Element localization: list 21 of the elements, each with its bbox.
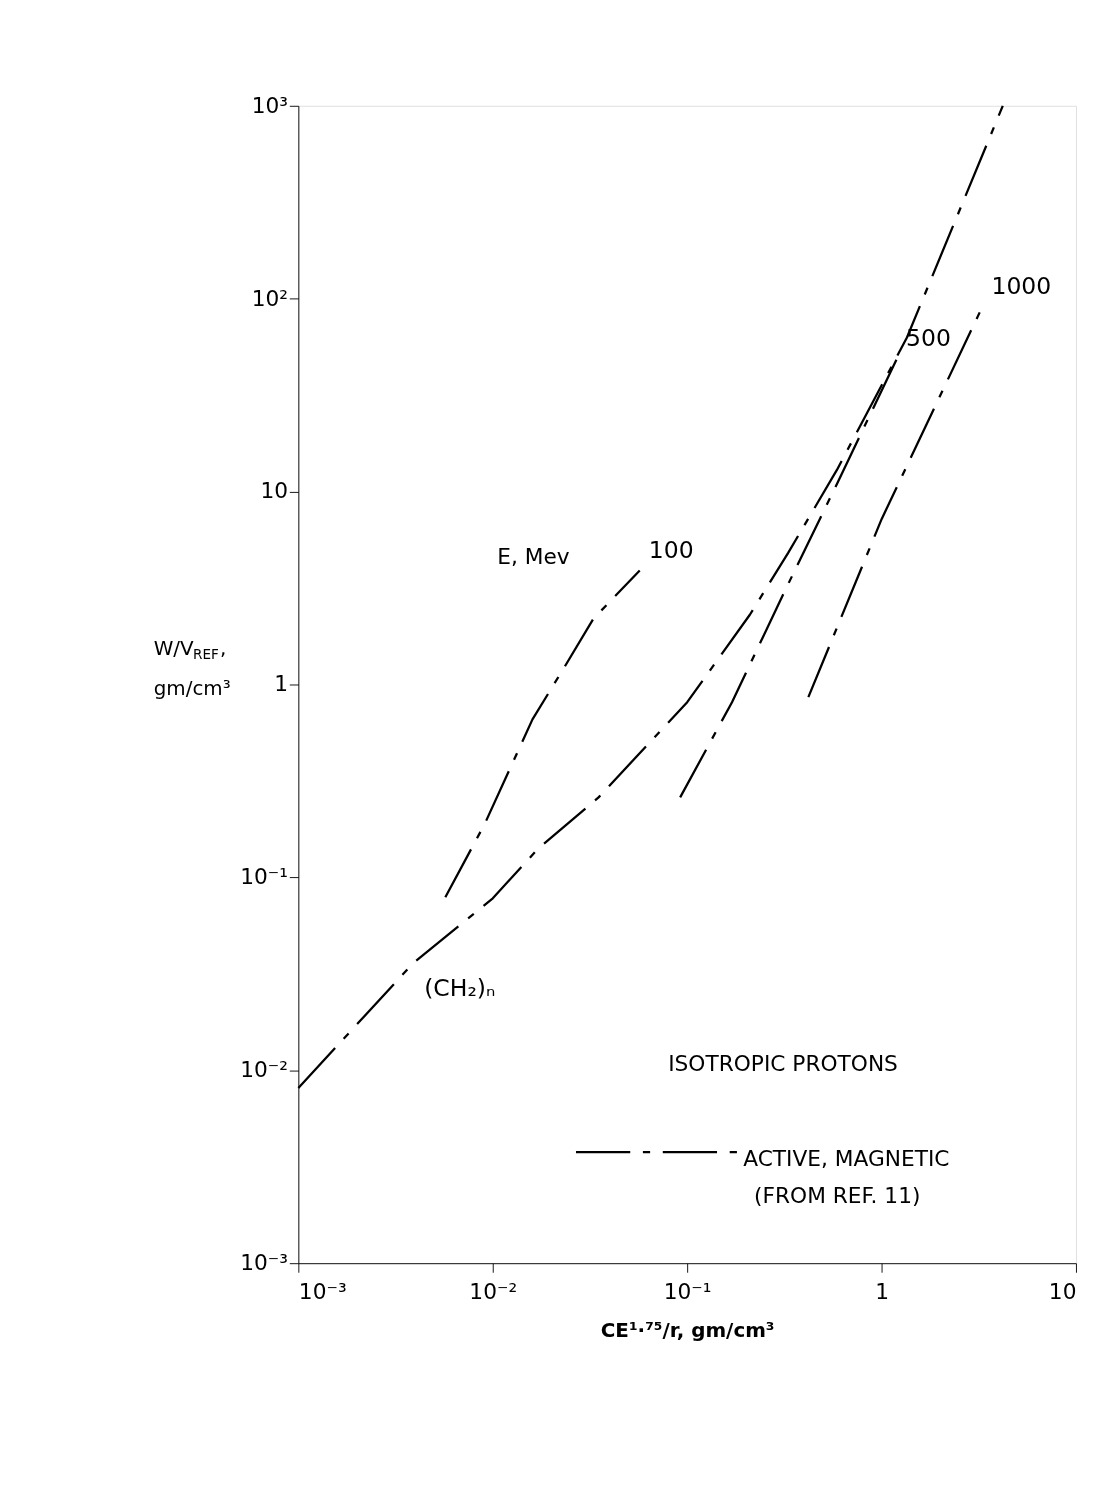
x-axis-title: CE¹·⁷⁵/r, gm/cm³ <box>600 1318 775 1342</box>
y-tick-label: 10⁻² <box>240 1057 288 1083</box>
annotation: E, Mev <box>497 544 570 570</box>
y-tick-label: 10² <box>251 285 288 311</box>
annotation: ISOTROPIC PROTONS <box>668 1050 898 1076</box>
x-tick-label: 1 <box>875 1278 889 1304</box>
annotation: ACTIVE, MAGNETIC <box>743 1145 950 1171</box>
annotation: (FROM REF. 11) <box>754 1182 921 1208</box>
series-label: 1000 <box>991 271 1052 300</box>
series-label: 100 <box>648 535 694 564</box>
x-tick-label: 10⁻³ <box>298 1278 347 1304</box>
series-label: 500 <box>906 323 951 352</box>
x-tick-label: 10 <box>1048 1278 1077 1304</box>
y-tick-label: 10⁻¹ <box>240 864 288 890</box>
y-tick-label: 10⁻³ <box>240 1250 288 1276</box>
y-tick-label: 10³ <box>251 92 288 118</box>
x-tick-label: 10⁻² <box>469 1278 518 1304</box>
series-label: (CH₂)ₙ <box>424 973 496 1002</box>
y-tick-label: 1 <box>274 671 288 697</box>
y-tick-label: 10 <box>260 478 288 504</box>
x-tick-label: 10⁻¹ <box>663 1278 712 1304</box>
